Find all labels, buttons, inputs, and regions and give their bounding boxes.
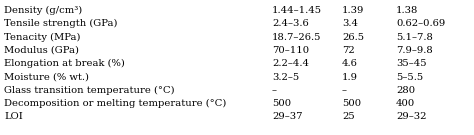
Text: 26.5: 26.5 — [342, 33, 364, 42]
Text: Decomposition or melting temperature (°C): Decomposition or melting temperature (°C… — [4, 99, 227, 108]
Text: 3.4: 3.4 — [342, 19, 358, 28]
Text: 1.38: 1.38 — [396, 6, 419, 15]
Text: 4.6: 4.6 — [342, 59, 358, 68]
Text: Tensile strength (GPa): Tensile strength (GPa) — [4, 19, 118, 28]
Text: 500: 500 — [272, 99, 291, 108]
Text: Elongation at break (%): Elongation at break (%) — [4, 59, 125, 68]
Text: 2.2–4.4: 2.2–4.4 — [272, 59, 309, 68]
Text: 35–45: 35–45 — [396, 59, 427, 68]
Text: 72: 72 — [342, 46, 355, 55]
Text: 1.39: 1.39 — [342, 6, 365, 15]
Text: Tenacity (MPa): Tenacity (MPa) — [4, 33, 81, 42]
Text: 5–5.5: 5–5.5 — [396, 72, 423, 82]
Text: 3.2–5: 3.2–5 — [272, 72, 299, 82]
Text: –: – — [342, 86, 347, 95]
Text: 2.4–3.6: 2.4–3.6 — [272, 19, 309, 28]
Text: 25: 25 — [342, 112, 355, 121]
Text: Moisture (% wt.): Moisture (% wt.) — [4, 72, 89, 82]
Text: 400: 400 — [396, 99, 415, 108]
Text: Density (g/cm³): Density (g/cm³) — [4, 6, 82, 15]
Text: 70–110: 70–110 — [272, 46, 309, 55]
Text: Modulus (GPa): Modulus (GPa) — [4, 46, 79, 55]
Text: 29–37: 29–37 — [272, 112, 302, 121]
Text: 1.44–1.45: 1.44–1.45 — [272, 6, 322, 15]
Text: 5.1–7.8: 5.1–7.8 — [396, 33, 433, 42]
Text: Glass transition temperature (°C): Glass transition temperature (°C) — [4, 86, 174, 95]
Text: 7.9–9.8: 7.9–9.8 — [396, 46, 433, 55]
Text: 18.7–26.5: 18.7–26.5 — [272, 33, 321, 42]
Text: 1.9: 1.9 — [342, 72, 358, 82]
Text: LOI: LOI — [4, 112, 23, 121]
Text: –: – — [272, 86, 277, 95]
Text: 280: 280 — [396, 86, 415, 95]
Text: 29–32: 29–32 — [396, 112, 427, 121]
Text: 500: 500 — [342, 99, 361, 108]
Text: 0.62–0.69: 0.62–0.69 — [396, 19, 445, 28]
